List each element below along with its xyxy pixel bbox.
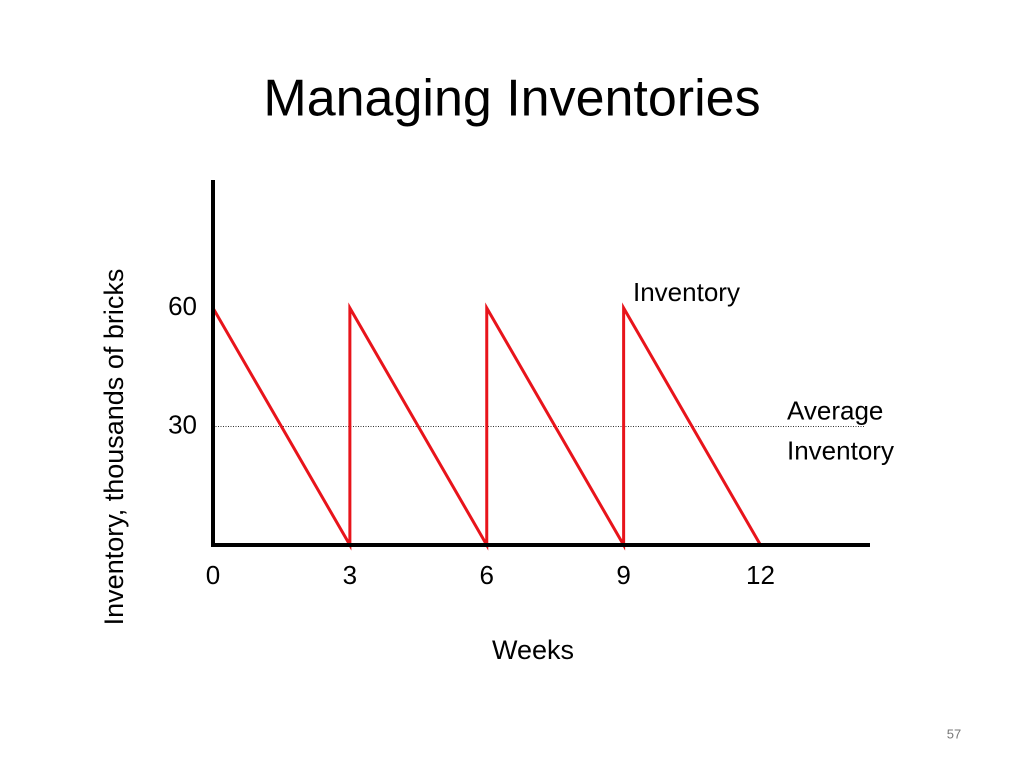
x-tick-label: 6 bbox=[480, 560, 494, 590]
x-axis-label: Weeks bbox=[492, 635, 574, 665]
average-label: Inventory bbox=[787, 435, 894, 465]
inventory-line bbox=[211, 302, 762, 551]
series-label: Inventory bbox=[633, 277, 740, 307]
chart-title: Managing Inventories bbox=[263, 70, 760, 128]
y-axis-label: Inventory, thousands of bricks bbox=[99, 269, 129, 626]
x-tick-label: 0 bbox=[206, 560, 220, 590]
average-label: Average bbox=[787, 395, 883, 425]
x-tick-label: 3 bbox=[343, 560, 357, 590]
y-tick-label: 30 bbox=[168, 409, 197, 439]
slide-number: 57 bbox=[947, 726, 961, 741]
x-tick-label: 12 bbox=[746, 560, 775, 590]
y-tick-label: 60 bbox=[168, 291, 197, 321]
x-tick-label: 9 bbox=[616, 560, 630, 590]
